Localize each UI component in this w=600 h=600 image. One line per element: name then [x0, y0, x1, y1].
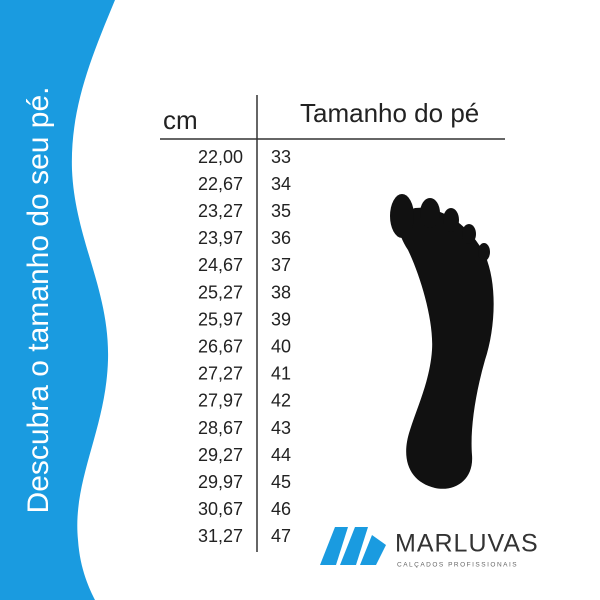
cm-cell: 28,67: [198, 418, 243, 438]
foot-icon: [390, 194, 494, 489]
size-cell: 34: [271, 174, 291, 194]
size-cell: 37: [271, 255, 291, 275]
cm-cell: 22,67: [198, 174, 243, 194]
size-cell: 39: [271, 309, 291, 329]
size-cell: 40: [271, 336, 291, 356]
cm-cell: 25,97: [198, 309, 243, 329]
size-cell: 45: [271, 472, 291, 492]
size-cell: 36: [271, 228, 291, 248]
header-size: Tamanho do pé: [300, 98, 479, 128]
sidebar-wave: [0, 0, 115, 600]
logo-name: MARLUVAS: [395, 530, 539, 558]
size-cell: 44: [271, 445, 291, 465]
cm-cell: 29,97: [198, 472, 243, 492]
cm-cell: 22,00: [198, 147, 243, 167]
size-cell: 46: [271, 499, 291, 519]
cm-cell: 27,97: [198, 391, 243, 411]
size-cell: 42: [271, 391, 291, 411]
size-cell: 43: [271, 418, 291, 438]
logo-tagline: CALÇADOS PROFISSIONAIS: [397, 562, 518, 569]
sidebar-text: Descubra o tamanho do seu pé.: [22, 87, 55, 514]
table-rows: 22,00 33 22,67 34 23,27 35 23,97 36 24,67 37 25,27…: [198, 147, 291, 546]
size-cell: 38: [271, 282, 291, 302]
size-cell: 33: [271, 147, 291, 167]
cm-cell: 30,67: [198, 499, 243, 519]
cm-cell: 29,27: [198, 445, 243, 465]
size-cell: 47: [271, 526, 291, 546]
header-cm: cm: [163, 105, 198, 135]
size-cell: 41: [271, 364, 291, 384]
cm-cell: 23,27: [198, 201, 243, 221]
logo-mark: [320, 527, 386, 565]
size-cell: 35: [271, 201, 291, 221]
cm-cell: 26,67: [198, 336, 243, 356]
cm-cell: 24,67: [198, 255, 243, 275]
cm-cell: 27,27: [198, 364, 243, 384]
cm-cell: 25,27: [198, 282, 243, 302]
cm-cell: 23,97: [198, 228, 243, 248]
cm-cell: 31,27: [198, 526, 243, 546]
